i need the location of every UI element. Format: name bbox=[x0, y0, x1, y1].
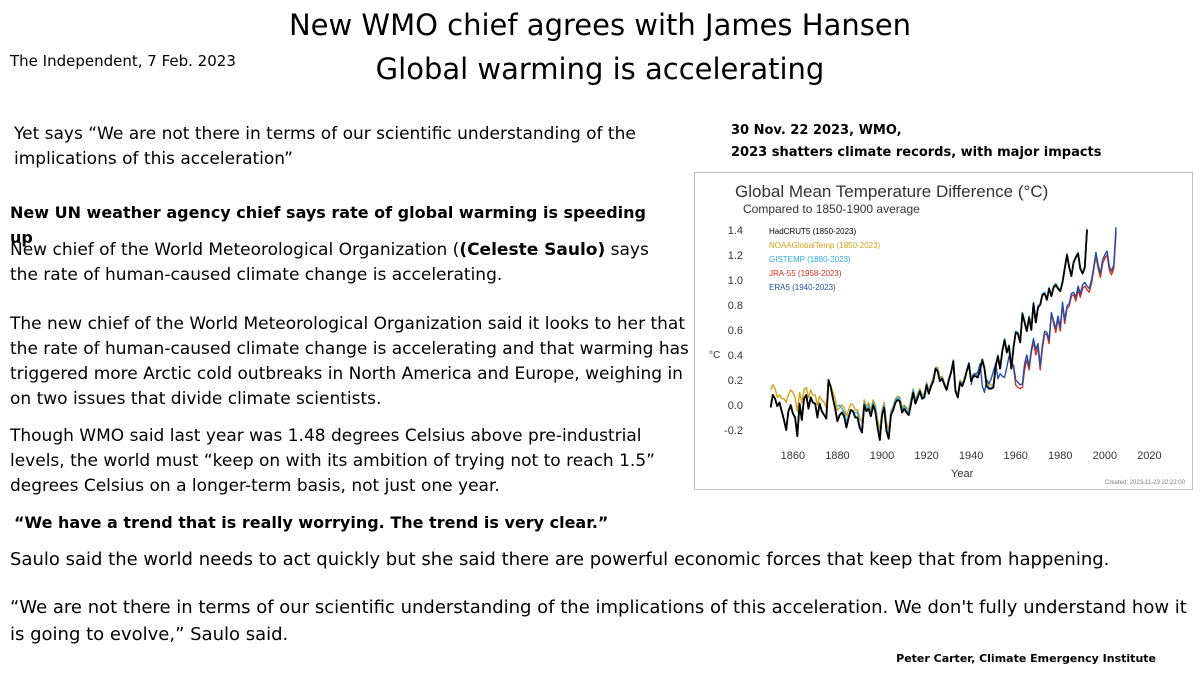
y-tick-label: 0.6 bbox=[728, 325, 743, 337]
y-tick-label: 1.2 bbox=[728, 250, 743, 262]
chart-source-line1: 30 Nov. 22 2023, WMO, bbox=[731, 123, 902, 138]
y-tick-label: -0.2 bbox=[724, 425, 743, 437]
chart-source-caption: 30 Nov. 22 2023, WMO, 2023 shatters clim… bbox=[731, 120, 1102, 164]
chart-legend: HadCRUT5 (1850-2023) NOAAGlobalTemp (1850… bbox=[769, 227, 881, 292]
slide-title-line2: Global warming is accelerating bbox=[375, 52, 825, 86]
trend-quote: “We have a trend that is really worrying… bbox=[14, 513, 609, 532]
article-levels-paragraph: Though WMO said last year was 1.48 degre… bbox=[10, 426, 655, 496]
y-tick-label: 0.4 bbox=[728, 350, 743, 362]
lead-text-post: says the rate of human-caused climate ch… bbox=[10, 240, 649, 285]
x-tick-label: 1880 bbox=[825, 450, 849, 462]
y-tick-label: 0.0 bbox=[728, 400, 743, 412]
series-line-overlay bbox=[769, 229, 1088, 441]
x-tick-label: 1960 bbox=[1003, 450, 1027, 462]
y-tick-label: 0.2 bbox=[728, 375, 743, 387]
axis-ticks: 1860 1880 1900 1920 1940 1960 1980 2000 2020 -0.2… bbox=[724, 225, 1162, 462]
chart-subtitle: Compared to 1850-1900 average bbox=[743, 202, 920, 216]
chart-footnote: Created: 2023-11-23 22:22:00 bbox=[1105, 480, 1186, 486]
x-tick-label: 1940 bbox=[959, 450, 983, 462]
y-tick-label: 0.8 bbox=[728, 300, 743, 312]
y-tick-label: 1.0 bbox=[728, 275, 743, 287]
article-body-paragraph: The new chief of the World Meteorologica… bbox=[10, 314, 689, 409]
quote-summary-paragraph: Yet says “We are not there in terms of o… bbox=[14, 124, 636, 169]
lead-text-name: (Celeste Saulo) bbox=[459, 240, 606, 260]
article-headline: New UN weather agency chief says rate of… bbox=[10, 203, 646, 247]
legend-entry: JRA-55 (1958-2023) bbox=[769, 269, 842, 278]
x-tick-label: 1980 bbox=[1048, 450, 1072, 462]
x-axis-label: Year bbox=[951, 468, 974, 480]
y-tick-label: 1.4 bbox=[728, 225, 743, 237]
chart-source-line2: 2023 shatters climate records, with majo… bbox=[731, 145, 1102, 160]
x-tick-label: 2020 bbox=[1137, 450, 1161, 462]
y-axis-label: °C bbox=[709, 350, 720, 361]
legend-entry: HadCRUT5 (1850-2023) bbox=[769, 227, 856, 236]
lead-text-pre: New chief of the World Meteorological Or… bbox=[10, 240, 460, 260]
article-lead-paragraph: New chief of the World Meteorological Or… bbox=[10, 238, 680, 288]
temperature-chart: Global Mean Temperature Difference (°C) … bbox=[694, 172, 1193, 490]
understanding-quote-paragraph: “We are not there in terms of our scient… bbox=[10, 597, 1187, 645]
source-citation: The Independent, 7 Feb. 2023 bbox=[10, 52, 236, 70]
x-tick-label: 2000 bbox=[1093, 450, 1117, 462]
x-tick-label: 1900 bbox=[870, 450, 894, 462]
legend-entry: NOAAGlobalTemp (1850-2023) bbox=[769, 241, 881, 250]
x-tick-label: 1860 bbox=[781, 450, 805, 462]
x-tick-label: 1920 bbox=[914, 450, 938, 462]
legend-entry: ERA5 (1940-2023) bbox=[769, 283, 836, 292]
series-line bbox=[970, 227, 1117, 394]
chart-svg: Global Mean Temperature Difference (°C) … bbox=[709, 182, 1186, 486]
legend-entry: GISTEMP (1880-2023) bbox=[769, 255, 851, 264]
slide-title-line1: New WMO chief agrees with James Hansen bbox=[288, 8, 912, 42]
series-lines bbox=[769, 227, 1117, 441]
act-quickly-paragraph: Saulo said the world needs to act quickl… bbox=[10, 549, 1110, 570]
author-credit: Peter Carter, Climate Emergency Institut… bbox=[896, 652, 1156, 665]
chart-title: Global Mean Temperature Difference (°C) bbox=[735, 182, 1048, 201]
